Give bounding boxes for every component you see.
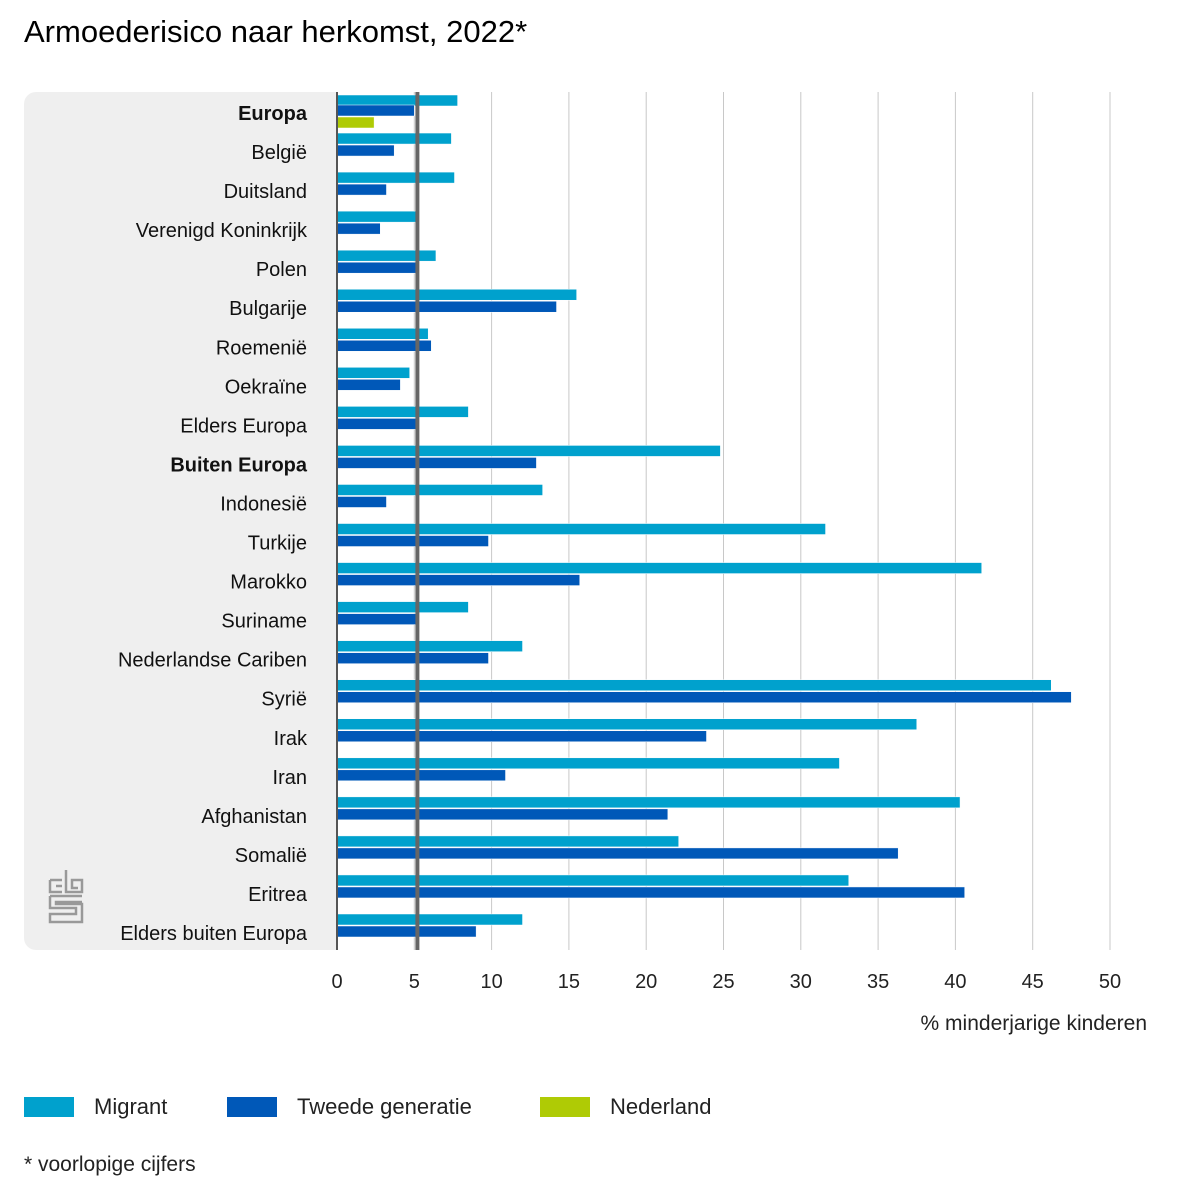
bar-tweede-generatie: [336, 261, 418, 274]
footnote: * voorlopige cijfers: [24, 1153, 196, 1176]
bar-migrant: [336, 523, 826, 535]
bar-migrant: [336, 679, 1052, 691]
bar-tweede-generatie: [336, 574, 580, 586]
category-label: Turkije: [248, 533, 307, 555]
legend-label: Migrant: [94, 1094, 168, 1119]
category-label: Afghanistan: [201, 806, 307, 828]
x-tick-label: 15: [558, 971, 580, 993]
legend-label: Nederland: [610, 1094, 712, 1119]
category-label: Indonesië: [220, 493, 307, 515]
bar-migrant: [336, 288, 577, 301]
category-label: Polen: [256, 259, 307, 281]
bar-migrant: [336, 913, 523, 926]
bar-migrant: [336, 132, 452, 145]
bar-tweede-generatie: [336, 496, 387, 508]
bar-migrant: [336, 757, 840, 770]
x-tick-label: 0: [331, 971, 342, 993]
bar-migrant: [336, 367, 410, 379]
bar-tweede-generatie: [336, 652, 489, 664]
category-label: België: [251, 142, 307, 164]
category-label: Duitsland: [224, 181, 307, 203]
legend-swatch: [540, 1097, 590, 1117]
category-label: Irak: [274, 728, 308, 750]
bar-migrant: [336, 445, 721, 457]
x-tick-label: 25: [712, 971, 734, 993]
x-tick-label: 10: [480, 971, 502, 993]
x-tick-label: 5: [409, 971, 420, 993]
bar-migrant: [336, 171, 455, 184]
category-label: Europa: [238, 103, 308, 125]
bar-migrant: [336, 210, 417, 223]
bar-migrant: [336, 835, 679, 848]
category-label: Marokko: [230, 572, 307, 594]
category-label: Suriname: [221, 611, 307, 633]
category-label: Roemenië: [216, 337, 307, 359]
category-label: Bulgarije: [229, 298, 307, 320]
bar-tweede-generatie: [336, 418, 418, 430]
x-tick-label: 20: [635, 971, 657, 993]
bar-tweede-generatie: [336, 379, 401, 391]
bar-tweede-generatie: [336, 222, 381, 235]
x-tick-label: 45: [1022, 971, 1044, 993]
category-label: Eritrea: [248, 884, 308, 906]
bar-migrant: [336, 640, 523, 652]
bar-tweede-generatie: [336, 730, 707, 743]
category-label: Syrië: [261, 689, 307, 711]
bar-migrant: [336, 601, 469, 613]
category-label: Buiten Europa: [170, 454, 308, 476]
bar-tweede-generatie: [336, 847, 899, 860]
bar-migrant: [336, 406, 469, 418]
bar-migrant: [336, 484, 543, 496]
category-label: Verenigd Koninkrijk: [136, 220, 308, 242]
category-label: Elders Europa: [180, 415, 308, 437]
label-panel: [24, 92, 337, 950]
category-label: Nederlandse Cariben: [118, 650, 307, 672]
bar-tweede-generatie: [336, 104, 415, 117]
bar-migrant: [336, 249, 437, 262]
bar-tweede-generatie: [336, 183, 387, 196]
legend-swatch: [24, 1097, 74, 1117]
bar-tweede-generatie: [336, 457, 537, 469]
x-tick-label: 50: [1099, 971, 1121, 993]
bar-tweede-generatie: [336, 808, 669, 821]
legend-item-migrant: Migrant: [24, 1094, 167, 1120]
category-label: Elders buiten Europa: [120, 923, 308, 945]
chart-title: Armoederisico naar herkomst, 2022*: [24, 14, 528, 49]
bar-migrant: [336, 562, 982, 574]
bar-migrant: [336, 796, 961, 809]
bar-migrant: [336, 718, 917, 731]
x-tick-label: 35: [867, 971, 889, 993]
cbs-logo: [48, 870, 84, 924]
category-label: Somalië: [235, 845, 307, 867]
bar-tweede-generatie: [336, 613, 418, 625]
x-tick-label: 40: [944, 971, 966, 993]
bar-migrant: [336, 874, 849, 887]
bar-migrant: [336, 94, 458, 107]
category-label: Iran: [273, 767, 307, 789]
bar-tweede-generatie: [336, 769, 506, 782]
bar-migrant: [336, 328, 429, 340]
bar-tweede-generatie: [336, 535, 489, 547]
legend-item-nederland: Nederland: [540, 1094, 712, 1120]
legend-swatch: [227, 1097, 277, 1117]
bar-tweede-generatie: [336, 300, 557, 313]
legend-item-tweede-generatie: Tweede generatie: [227, 1094, 472, 1120]
x-tick-label: 30: [790, 971, 812, 993]
bar-tweede-generatie: [336, 925, 477, 938]
bar-tweede-generatie: [336, 691, 1072, 703]
category-label: Oekraïne: [225, 376, 307, 398]
x-axis-title: % minderjarige kinderen: [921, 1012, 1147, 1035]
bar-nederland: [336, 116, 375, 129]
bar-tweede-generatie: [336, 144, 395, 157]
bar-tweede-generatie: [336, 886, 965, 899]
legend-label: Tweede generatie: [297, 1094, 472, 1119]
